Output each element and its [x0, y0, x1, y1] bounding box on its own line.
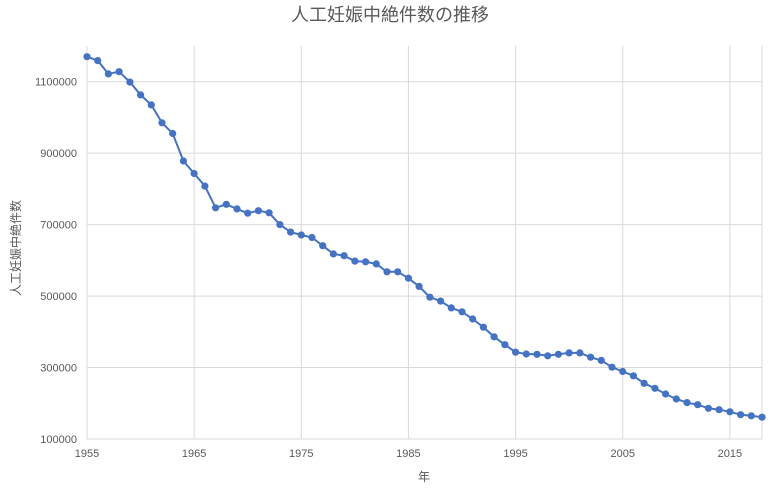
- data-point: [737, 411, 745, 419]
- data-point: [565, 349, 573, 357]
- data-point: [715, 406, 723, 414]
- data-point: [276, 221, 284, 229]
- y-tick-label: 1100000: [35, 77, 77, 89]
- y-tick-label: 300000: [40, 363, 77, 375]
- data-point: [362, 258, 370, 266]
- data-point: [447, 304, 455, 312]
- data-point: [254, 207, 262, 215]
- data-point: [179, 157, 187, 165]
- y-tick-label: 900000: [40, 148, 77, 160]
- data-point: [147, 101, 155, 109]
- data-point: [244, 209, 252, 217]
- data-point: [651, 384, 659, 392]
- data-point: [640, 379, 648, 387]
- data-point: [608, 363, 616, 371]
- data-point: [404, 274, 412, 282]
- data-point: [533, 350, 541, 358]
- data-point: [522, 350, 530, 358]
- data-point: [351, 257, 359, 265]
- y-axis-label: 人工妊娠中絶件数: [8, 200, 23, 296]
- data-point: [265, 209, 273, 217]
- data-point: [233, 205, 241, 213]
- x-axis-label: 年: [418, 470, 430, 484]
- data-point: [297, 231, 305, 239]
- y-tick-label: 100000: [40, 434, 77, 446]
- data-point: [158, 119, 166, 127]
- grid: [86, 46, 763, 440]
- data-point: [372, 260, 380, 268]
- x-tick-label: 1955: [75, 448, 99, 460]
- data-point: [469, 315, 477, 323]
- data-point: [329, 250, 337, 258]
- data-point: [511, 348, 520, 356]
- data-point: [394, 268, 402, 276]
- y-tick-label: 700000: [40, 220, 77, 232]
- data-point: [554, 350, 563, 358]
- data-point: [94, 57, 102, 65]
- x-tick-label: 1985: [396, 448, 420, 460]
- data-point: [319, 242, 327, 250]
- data-point: [479, 323, 487, 331]
- series-layer: [83, 53, 766, 421]
- data-point: [190, 169, 198, 178]
- x-tick-label: 2015: [718, 448, 742, 460]
- data-point: [694, 401, 702, 409]
- x-tick-label: 2005: [610, 448, 634, 460]
- x-tick-label: 1975: [289, 448, 313, 460]
- data-point: [458, 308, 466, 316]
- data-point: [115, 68, 123, 76]
- data-point: [576, 349, 584, 357]
- data-point: [726, 408, 734, 416]
- data-point: [426, 293, 434, 301]
- data-point: [201, 182, 209, 190]
- data-point: [415, 282, 423, 290]
- data-point: [126, 78, 134, 86]
- data-point: [587, 353, 595, 361]
- data-point: [758, 413, 766, 421]
- data-point: [662, 390, 670, 398]
- data-point: [490, 333, 498, 341]
- series-line: [86, 55, 763, 419]
- data-point: [683, 399, 691, 407]
- x-tick-label: 1995: [503, 448, 527, 460]
- data-point: [222, 200, 230, 208]
- y-tick-label: 500000: [40, 291, 77, 303]
- data-point: [544, 352, 552, 360]
- data-point: [212, 204, 220, 212]
- data-point: [597, 356, 605, 364]
- data-point: [501, 341, 509, 349]
- axes: 100000 300000 500000 700000 900000 1100000 195…: [35, 77, 742, 460]
- data-point: [340, 252, 348, 260]
- data-point: [104, 70, 112, 78]
- data-point: [287, 228, 295, 236]
- data-point: [83, 53, 91, 61]
- chart-title: 人工妊娠中絶件数の推移: [291, 5, 489, 26]
- data-point: [383, 268, 391, 276]
- data-point: [747, 412, 755, 420]
- data-point: [629, 372, 638, 380]
- data-point: [672, 395, 680, 403]
- x-tick-label: 1965: [182, 448, 206, 460]
- data-point: [308, 233, 316, 242]
- data-point: [704, 404, 713, 412]
- data-point: [137, 91, 145, 99]
- data-point: [437, 297, 445, 305]
- data-point: [169, 129, 177, 138]
- data-point: [619, 367, 627, 376]
